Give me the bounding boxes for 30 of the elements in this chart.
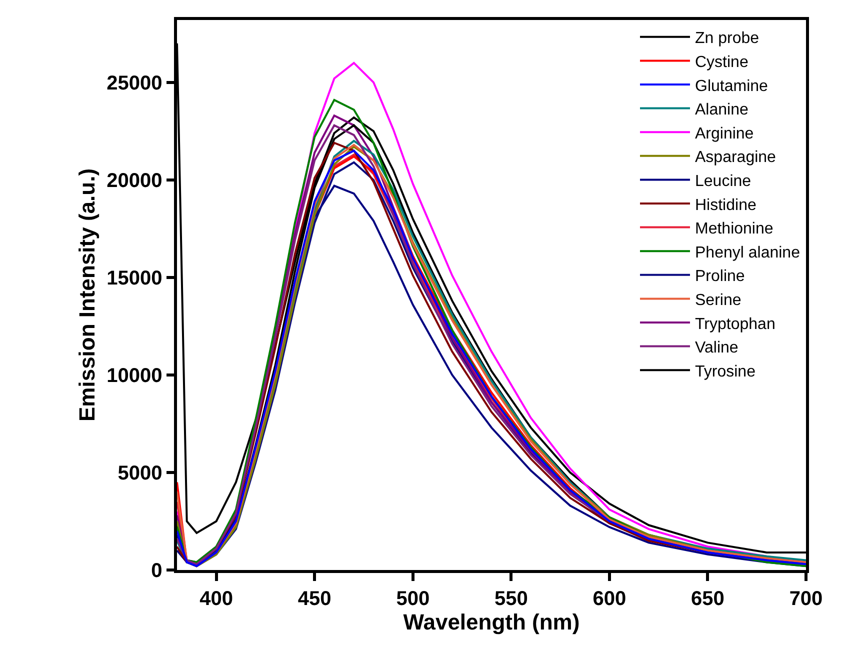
x-tick-label: 650 [691,588,724,610]
y-tick-label: 0 [151,560,162,582]
y-tick-label: 5000 [118,462,162,484]
x-tick-label: 400 [200,588,233,610]
x-tick-label: 600 [592,588,626,610]
legend-label: Cystine [695,54,748,71]
legend-label: Glutamine [695,78,768,95]
x-tick-label: 450 [298,588,332,610]
y-tick-label: 15000 [106,267,162,290]
legend-label: Histidine [695,196,756,214]
legend-label: Leucine [695,172,752,190]
legend-label: Arginine [695,125,754,142]
legend-label: Asparagine [695,149,776,166]
y-axis-title: Emission Intensity (a.u.) [74,168,100,422]
x-axis-title: Wavelength (nm) [403,610,580,635]
y-tick-label: 10000 [106,364,162,387]
y-tick-label: 20000 [106,170,162,192]
legend-label: Methionine [695,220,774,238]
legend-label: Serine [695,292,742,309]
x-tick-label: 500 [396,588,430,610]
legend-label: Alanine [695,102,748,119]
x-tick-label: 700 [789,588,823,610]
legend-label: Tyrosine [695,363,756,380]
legend-label: Valine [695,340,738,357]
x-tick-label: 550 [494,588,528,610]
legend-label: Tryptophan [695,316,776,333]
legend-label: Proline [695,268,745,286]
y-tick-label: 25000 [106,72,162,94]
legend-label: Zn probe [695,30,760,48]
legend-label: Phenyl alanine [695,244,800,262]
